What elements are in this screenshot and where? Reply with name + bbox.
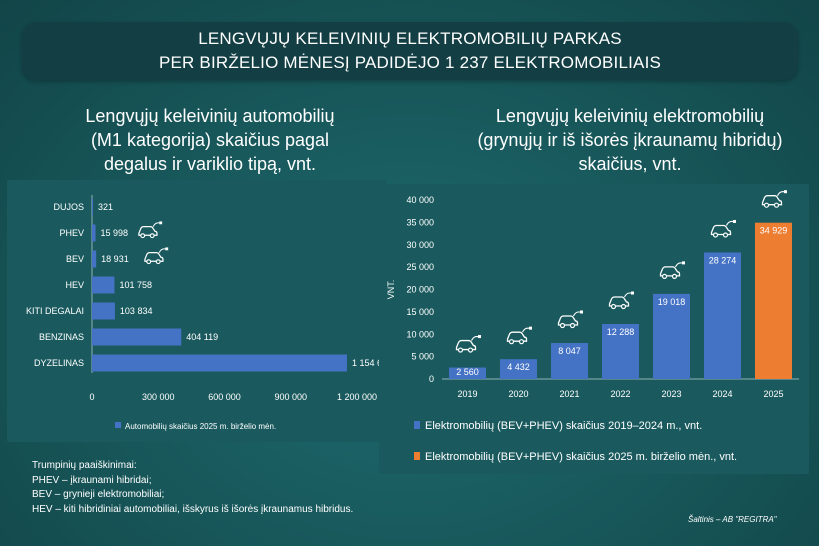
abbreviation-phev: PHEV – įkraunami hibridai;	[32, 474, 152, 486]
car-plug-icon	[608, 291, 634, 310]
abbreviation-bev: BEV – grynieji elektromobiliai;	[32, 489, 165, 500]
bar	[602, 324, 639, 379]
bar	[551, 342, 588, 379]
bar	[92, 198, 93, 216]
data-label: 34 929	[760, 226, 788, 236]
bar	[92, 250, 97, 268]
y-tick-label: 40 000	[406, 195, 434, 205]
x-tick-label: 2025	[763, 389, 783, 399]
x-tick-label: 2020	[508, 389, 528, 399]
x-tick-label: 1 200 000	[337, 392, 377, 402]
bar	[653, 293, 690, 379]
x-tick-label: 2021	[559, 389, 579, 399]
abbreviations-note: Trumpinių paaiškinimai: PHEV – įkraunami…	[32, 459, 353, 517]
x-tick-label: 2019	[457, 389, 477, 399]
x-tick-label: 2023	[661, 389, 681, 399]
car-plug-icon	[659, 261, 685, 279]
bar	[500, 359, 537, 379]
abbreviations-title: Trumpinių paaiškinimai:	[32, 460, 137, 471]
x-tick-label: 2024	[712, 389, 732, 399]
y-axis-label: VNT.	[386, 280, 396, 300]
category-label: KITI DEGALAI	[26, 306, 84, 316]
bar	[449, 367, 486, 379]
bar	[704, 252, 741, 379]
fuel-type-bar-chart: DUJOS 321 PHEV 15 998 BEV 18 931 HEV 101 758 KIT…	[26, 195, 392, 431]
legend-label: Automobilių skaičius 2025 m. birželio mė…	[125, 422, 276, 431]
bar	[92, 224, 96, 242]
y-tick-label: 15 000	[406, 307, 434, 317]
data-label: 1 154 606	[352, 358, 387, 368]
data-label: 19 018	[658, 297, 686, 307]
left-title-line-1: Lengvųjų keleivinių automobilių	[85, 106, 335, 126]
data-label: 15 998	[101, 228, 129, 238]
bar	[755, 222, 792, 379]
right-chart-title: Lengvųjų keleivinių elektromobilių (gryn…	[440, 104, 819, 176]
legend-swatch	[414, 452, 420, 460]
data-label: 8 047	[558, 346, 581, 356]
y-tick-label: 10 000	[406, 329, 434, 339]
car-plug-icon	[761, 190, 787, 208]
data-label: 2 560	[456, 367, 479, 377]
x-tick-label: 300 000	[142, 392, 175, 402]
legend-label: Elektromobilių (BEV+PHEV) skaičius 2019–…	[425, 420, 702, 432]
ev-growth-chart-panel: 0 5 000 10 000 15 000 20 000 25 000 30 000 35 0…	[379, 184, 809, 474]
y-tick-label: 25 000	[406, 262, 434, 272]
y-tick-label: 30 000	[406, 240, 434, 250]
right-title-line-2: (grynųjų ir iš išorės įkraunamų hibridų)	[477, 130, 783, 150]
data-label: 404 119	[186, 332, 218, 342]
category-label: BEV	[66, 254, 84, 264]
data-label: 18 931	[101, 254, 129, 264]
left-chart-title: Lengvųjų keleivinių automobilių (M1 kate…	[20, 104, 400, 176]
bar	[92, 276, 115, 294]
headline-banner: LENGVŲJŲ KELEIVINIŲ ELEKTROMOBILIŲ PARKA…	[22, 22, 798, 80]
legend-swatch	[115, 422, 121, 428]
left-title-line-2: (M1 kategorija) skaičius pagal	[90, 130, 330, 150]
car-plug-icon	[557, 310, 583, 329]
y-tick-label: 0	[429, 374, 434, 384]
right-title-line-3: skaičius, vnt.	[578, 154, 682, 174]
x-tick-label: 0	[89, 392, 94, 402]
data-label: 12 288	[607, 327, 635, 337]
car-plug-icon	[455, 335, 481, 353]
car-plug-icon	[144, 247, 169, 265]
data-label: 4 432	[507, 362, 530, 372]
source-note: Šaltinis – AB "REGITRA"	[688, 515, 777, 524]
category-label: PHEV	[59, 228, 84, 238]
bar	[92, 328, 182, 346]
data-label: 28 274	[709, 255, 737, 265]
right-title-line-1: Lengvųjų keleivinių elektromobilių	[495, 106, 765, 126]
car-plug-icon	[710, 219, 736, 238]
data-label: 321	[98, 202, 113, 212]
headline-line-2: PER BIRŽELIO MĖNESĮ PADIDĖJO 1 237 ELEKT…	[158, 53, 662, 72]
left-title-line-3: degalus ir variklio tipą, vnt.	[103, 154, 317, 174]
category-label: DYZELINAS	[34, 358, 84, 368]
category-label: DUJOS	[53, 202, 84, 212]
y-tick-label: 20 000	[406, 285, 434, 295]
y-tick-label: 35 000	[406, 217, 434, 227]
x-tick-label: 600 000	[208, 392, 241, 402]
car-plug-icon	[138, 221, 163, 239]
category-label: HEV	[65, 280, 84, 290]
fuel-type-chart-panel: DUJOS 321 PHEV 15 998 BEV 18 931 HEV 101 758 KIT…	[7, 180, 392, 442]
x-tick-label: 2022	[610, 389, 630, 399]
car-plug-icon	[506, 326, 532, 345]
category-label: BENZINAS	[39, 332, 84, 342]
headline-line-1: LENGVŲJŲ KELEIVINIŲ ELEKTROMOBILIŲ PARKA…	[198, 29, 622, 48]
data-label: 101 758	[119, 280, 152, 290]
bar	[92, 302, 115, 320]
data-label: 103 834	[120, 306, 153, 316]
x-tick-label: 900 000	[274, 392, 307, 402]
bar	[92, 354, 347, 372]
legend-label: Elektromobilių (BEV+PHEV) skaičius 2025 …	[425, 451, 737, 463]
legend-swatch	[414, 421, 420, 429]
ev-growth-bar-chart: 0 5 000 10 000 15 000 20 000 25 000 30 000 35 0…	[386, 190, 799, 463]
abbreviation-hev: HEV – kiti hibridiniai automobiliai, išs…	[32, 503, 354, 515]
y-tick-label: 5 000	[411, 352, 434, 362]
